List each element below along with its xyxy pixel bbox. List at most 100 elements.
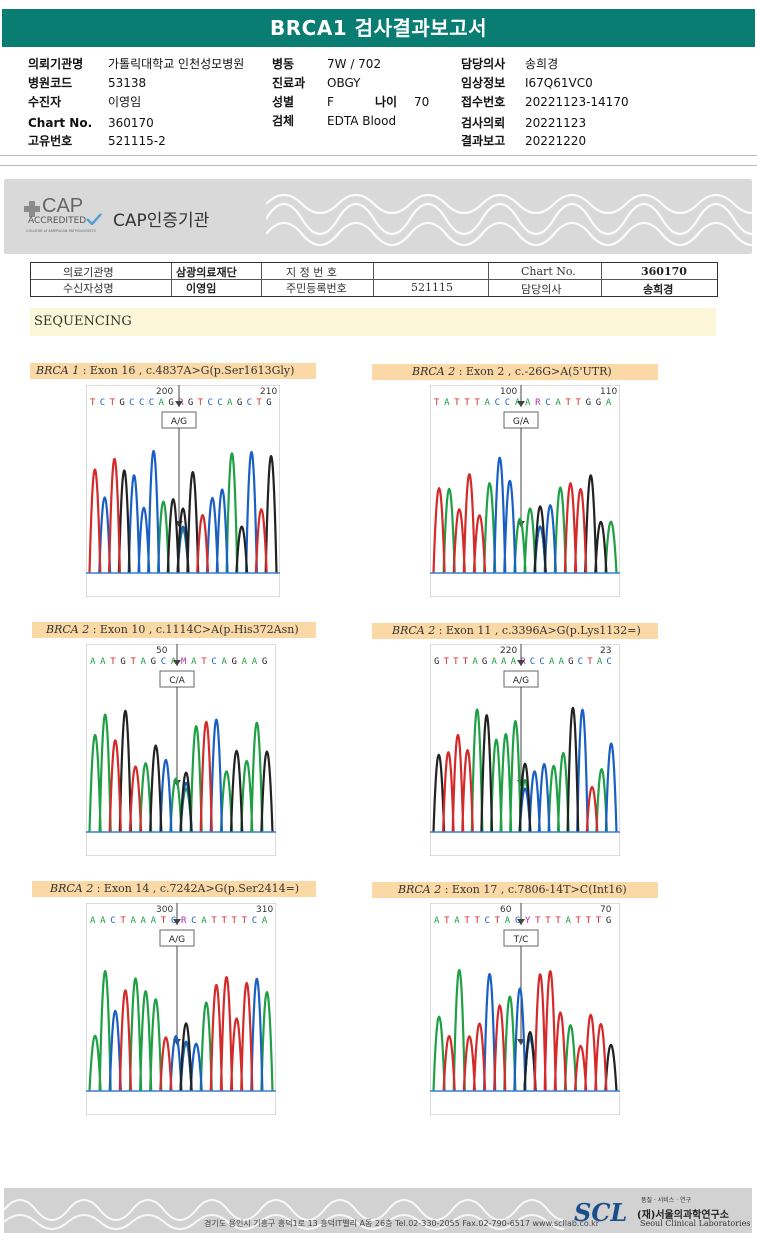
base-call: R xyxy=(181,916,187,926)
position-label-right: 110 xyxy=(600,387,617,397)
base-call: A xyxy=(201,916,207,926)
info-label: 검사의뢰 xyxy=(461,116,506,130)
base-call: G xyxy=(168,398,173,408)
base-call: T xyxy=(444,657,450,667)
table-cell: 지 정 번 호 xyxy=(286,266,337,279)
info-label: Chart No. xyxy=(28,116,93,130)
trace-line xyxy=(98,450,258,574)
base-call: A xyxy=(130,916,136,926)
info-value: 70 xyxy=(414,95,430,109)
info-value: EDTA Blood xyxy=(327,114,397,128)
base-call: C xyxy=(606,657,611,667)
base-call: T xyxy=(221,916,227,926)
base-call: A xyxy=(242,657,248,667)
info-label: 결과보고 xyxy=(461,134,506,148)
variant-label: BRCA 2 : Exon 10 , c.1114C>A(p.His372Asn… xyxy=(32,622,316,638)
base-call: T xyxy=(463,657,469,667)
position-label-left: 300 xyxy=(156,905,173,915)
base-call: A xyxy=(485,398,491,408)
table-cell: 담당의사 xyxy=(521,283,562,296)
base-call: T xyxy=(198,398,204,408)
table-cell: 521115 xyxy=(411,281,453,294)
base-call: T xyxy=(256,398,262,408)
marker-arrow-icon xyxy=(517,919,525,925)
variant-desc: : Exon 16 , c.4837A>G(p.Ser1613Gly) xyxy=(79,364,295,377)
base-call: T xyxy=(110,657,116,667)
trace-line xyxy=(533,474,608,574)
trace-line xyxy=(88,713,264,833)
marker-arrow-icon xyxy=(517,660,525,666)
scl-tagline: 품질 · 서비스 · 연구 xyxy=(641,1197,692,1204)
info-label: 성별 xyxy=(272,95,295,109)
position-label-left: 50 xyxy=(156,646,168,656)
base-call: A xyxy=(171,657,177,667)
base-call: T xyxy=(474,916,480,926)
base-call: T xyxy=(444,916,450,926)
base-call: A xyxy=(262,916,268,926)
trace-line xyxy=(470,708,608,833)
base-call: A xyxy=(159,398,165,408)
table-rule xyxy=(171,263,172,296)
info-value: 521115-2 xyxy=(108,134,166,148)
base-call: T xyxy=(474,398,480,408)
base-call: A xyxy=(252,657,258,667)
variant-desc: : Exon 11 , c.3396A>G(p.Lys1132=) xyxy=(435,624,641,637)
info-label: 나이 xyxy=(375,95,398,109)
base-call: A xyxy=(141,916,147,926)
position-label-left: 200 xyxy=(156,387,173,397)
base-call: A xyxy=(549,657,555,667)
base-call: C xyxy=(252,916,257,926)
gene-name: BRCA 1 xyxy=(36,364,80,377)
base-call: G xyxy=(188,398,193,408)
trace-line xyxy=(118,710,274,833)
base-call: C xyxy=(545,398,550,408)
base-call: G xyxy=(482,657,487,667)
scanned-report: CAP ACCREDITED COLLEGE of AMERICAN PATHO… xyxy=(2,177,755,1251)
base-call: T xyxy=(130,657,136,667)
check-icon xyxy=(86,213,102,225)
trace-line xyxy=(442,734,599,833)
base-call: T xyxy=(211,916,217,926)
variant-desc: : Exon 10 , c.1114C>A(p.His372Asn) xyxy=(89,623,299,636)
base-call: C xyxy=(129,398,134,408)
base-call: A xyxy=(565,916,571,926)
base-call: T xyxy=(576,398,582,408)
info-value: 360170 xyxy=(108,116,154,130)
base-call: T xyxy=(201,657,207,667)
gene-name: BRCA 2 xyxy=(412,365,456,378)
base-call: A xyxy=(444,398,450,408)
position-label-left: 220 xyxy=(500,646,517,656)
base-call: T xyxy=(161,916,167,926)
base-call: C xyxy=(247,398,252,408)
base-call: C xyxy=(495,398,500,408)
position-label-left: 100 xyxy=(500,387,517,397)
base-call: A xyxy=(434,916,440,926)
base-call: A xyxy=(525,398,531,408)
info-value: 20221123 xyxy=(525,116,587,130)
cap-logo-small: COLLEGE of AMERICAN PATHOLOGISTS xyxy=(26,229,96,233)
info-value: 이영임 xyxy=(108,95,142,109)
info-value: OBGY xyxy=(327,76,361,90)
base-call: A xyxy=(555,398,561,408)
table-cell: Chart No. xyxy=(521,265,576,278)
call-label: C/A xyxy=(169,676,185,686)
scl-name-en: Seoul Clinical Laboratories xyxy=(640,1219,751,1228)
scl-logo: SCL xyxy=(574,1198,628,1227)
cap-header: CAP ACCREDITED COLLEGE of AMERICAN PATHO… xyxy=(4,179,752,254)
trace-line xyxy=(118,975,254,1092)
base-call: C xyxy=(149,398,154,408)
cap-title: CAP인증기관 xyxy=(113,211,210,231)
call-label: G/A xyxy=(513,417,530,427)
base-call: C xyxy=(530,657,535,667)
info-value: 20221220 xyxy=(525,134,587,148)
position-label-right: 70 xyxy=(600,905,612,915)
gene-name: BRCA 2 xyxy=(50,882,94,895)
info-value: 가톨릭대학교 인천성모병원 xyxy=(108,57,245,71)
info-label: 고유번호 xyxy=(28,134,73,148)
table-cell: 수신자성명 xyxy=(63,282,114,295)
base-call: T xyxy=(434,398,440,408)
info-label: 병원코드 xyxy=(28,76,73,90)
trace-line xyxy=(88,457,268,574)
